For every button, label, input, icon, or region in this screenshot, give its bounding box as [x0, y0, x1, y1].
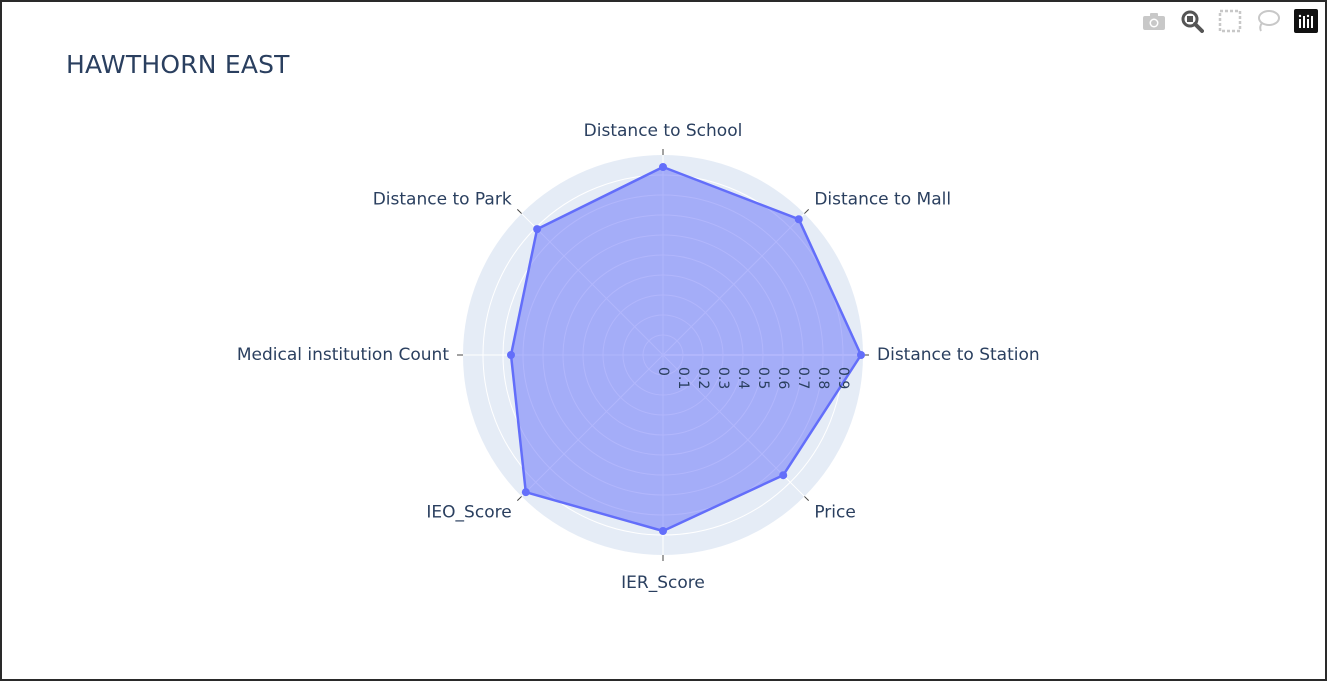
radial-tick-label: 0: [655, 367, 671, 376]
angular-tick: [516, 496, 522, 502]
angular-tick: [804, 496, 810, 502]
radial-tick-label: 0.1: [675, 367, 691, 389]
zoom-icon[interactable]: [1179, 8, 1205, 34]
plotly-logo-icon[interactable]: [1293, 8, 1319, 34]
data-point-0: [857, 351, 865, 359]
data-point-5: [521, 488, 530, 497]
radial-tick-label: 0.9: [835, 367, 851, 389]
data-point-7: [779, 471, 788, 480]
camera-icon[interactable]: [1141, 8, 1167, 34]
category-label: Price: [814, 502, 855, 522]
data-point-4: [507, 351, 515, 359]
lasso-icon[interactable]: [1255, 8, 1281, 34]
chart-title: HAWTHORN EAST: [66, 50, 290, 79]
angular-tick: [516, 208, 522, 214]
radial-tick-label: 0.4: [735, 367, 751, 389]
data-point-2: [659, 163, 667, 171]
radial-tick-label: 0.8: [815, 367, 831, 389]
category-label: Distance to School: [584, 121, 743, 141]
category-label: Medical institution Count: [237, 345, 450, 365]
category-label: IEO_Score: [426, 502, 511, 522]
radial-tick-label: 0.3: [715, 367, 731, 389]
category-label: Distance to Mall: [814, 190, 951, 210]
radial-tick-label: 0.7: [795, 367, 811, 389]
box-select-icon[interactable]: [1217, 8, 1243, 34]
angular-tick: [804, 208, 810, 214]
data-point-1: [794, 215, 803, 224]
data-point-3: [533, 225, 542, 234]
radial-tick-label: 0.5: [755, 367, 771, 389]
data-point-6: [659, 527, 667, 535]
category-label: IER_Score: [621, 573, 705, 593]
category-label: Distance to Station: [877, 345, 1040, 365]
radial-tick-label: 0.2: [695, 367, 711, 389]
radial-tick-label: 0.6: [775, 367, 791, 389]
category-label: Distance to Park: [373, 190, 512, 210]
modebar: [1141, 8, 1319, 34]
